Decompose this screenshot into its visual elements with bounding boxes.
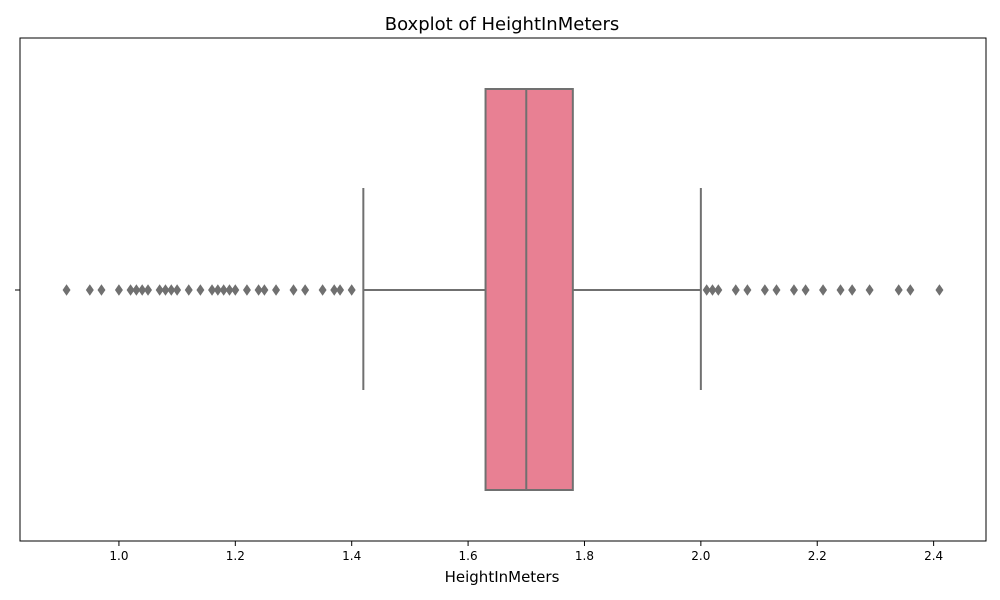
outlier-point bbox=[225, 284, 234, 296]
x-tick-label: 1.0 bbox=[109, 549, 128, 563]
x-tick-label: 1.2 bbox=[226, 549, 245, 563]
outlier-point bbox=[801, 284, 810, 296]
outlier-point bbox=[62, 284, 71, 296]
outlier-point bbox=[935, 284, 944, 296]
box bbox=[484, 88, 574, 491]
outlier-point bbox=[743, 284, 752, 296]
outlier-point bbox=[219, 284, 228, 296]
x-tick-label: 2.0 bbox=[691, 549, 710, 563]
interquartile-box bbox=[484, 88, 574, 491]
outlier-point bbox=[906, 284, 915, 296]
outlier-point bbox=[114, 284, 123, 296]
outlier-point bbox=[760, 284, 769, 296]
x-tick-label: 1.8 bbox=[575, 549, 594, 563]
outlier-point bbox=[731, 284, 740, 296]
outlier-point bbox=[161, 284, 170, 296]
outlier-point bbox=[702, 284, 711, 296]
outlier-point bbox=[772, 284, 781, 296]
outlier-point bbox=[138, 284, 147, 296]
outlier-point bbox=[347, 284, 356, 296]
outlier-point bbox=[196, 284, 205, 296]
x-tick-label: 2.4 bbox=[924, 549, 943, 563]
x-tick-label: 2.2 bbox=[808, 549, 827, 563]
outlier-point bbox=[714, 284, 723, 296]
outlier-point bbox=[213, 284, 222, 296]
outlier-point bbox=[167, 284, 176, 296]
outlier-point bbox=[260, 284, 269, 296]
outlier-point bbox=[184, 284, 193, 296]
outlier-point bbox=[330, 284, 339, 296]
outlier-point bbox=[208, 284, 217, 296]
outlier-point bbox=[336, 284, 345, 296]
outlier-point bbox=[132, 284, 141, 296]
outlier-point bbox=[126, 284, 135, 296]
outlier-point bbox=[254, 284, 263, 296]
outlier-point bbox=[85, 284, 94, 296]
x-axis-label: HeightInMeters bbox=[445, 568, 560, 586]
outlier-point bbox=[865, 284, 874, 296]
outlier-point bbox=[301, 284, 310, 296]
outliers bbox=[62, 284, 944, 296]
outlier-point bbox=[836, 284, 845, 296]
outlier-point bbox=[97, 284, 106, 296]
outlier-point bbox=[242, 284, 251, 296]
outlier-point bbox=[144, 284, 153, 296]
whiskers bbox=[362, 188, 702, 390]
outlier-point bbox=[848, 284, 857, 296]
outlier-point bbox=[272, 284, 281, 296]
chart-title: Boxplot of HeightInMeters bbox=[385, 14, 619, 35]
outlier-point bbox=[894, 284, 903, 296]
x-tick-label: 1.6 bbox=[459, 549, 478, 563]
outlier-point bbox=[318, 284, 327, 296]
x-axis-ticks: 1.0 1.2 1.4 1.6 1.8 2.0 2.2 2.4 bbox=[109, 541, 943, 563]
outlier-point bbox=[708, 284, 717, 296]
outlier-point bbox=[173, 284, 182, 296]
outlier-point bbox=[819, 284, 828, 296]
outlier-point bbox=[231, 284, 240, 296]
outlier-point bbox=[155, 284, 164, 296]
outlier-point bbox=[789, 284, 798, 296]
x-tick-label: 1.4 bbox=[342, 549, 361, 563]
outlier-point bbox=[289, 284, 298, 296]
